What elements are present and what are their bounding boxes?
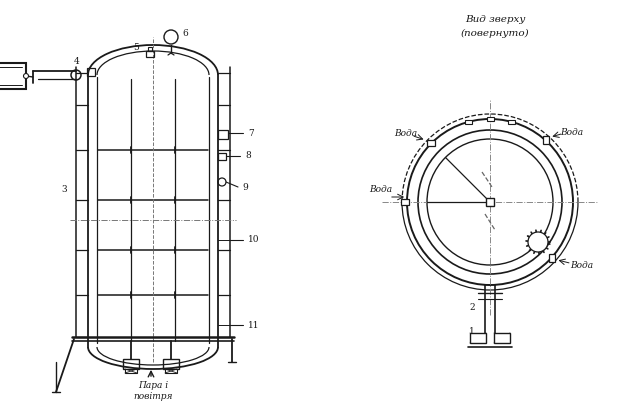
Bar xyxy=(427,140,436,146)
Text: 4: 4 xyxy=(74,58,80,66)
Bar xyxy=(218,130,228,139)
Text: 11: 11 xyxy=(248,320,260,330)
Text: 8: 8 xyxy=(245,151,251,161)
Bar xyxy=(542,136,548,144)
Bar xyxy=(0,63,26,89)
Circle shape xyxy=(528,232,548,252)
Text: 1: 1 xyxy=(469,327,475,335)
Bar xyxy=(163,359,179,369)
Text: Вода: Вода xyxy=(570,261,593,270)
Bar xyxy=(487,117,494,121)
Text: 2: 2 xyxy=(469,303,475,312)
Text: Вода: Вода xyxy=(394,129,417,138)
Text: 9: 9 xyxy=(242,183,248,193)
Bar xyxy=(494,333,510,343)
Bar xyxy=(87,68,95,76)
Bar xyxy=(465,120,472,124)
Bar xyxy=(123,359,139,369)
Text: Вода: Вода xyxy=(560,128,583,137)
Circle shape xyxy=(487,200,492,205)
Bar xyxy=(486,198,494,206)
Text: (повернуто): (повернуто) xyxy=(461,29,529,38)
Bar xyxy=(218,153,226,160)
Bar xyxy=(165,369,177,373)
Text: 5: 5 xyxy=(133,42,139,51)
Bar xyxy=(125,369,137,373)
Bar xyxy=(148,47,152,51)
Text: Пара і
повітря: Пара і повітря xyxy=(134,381,173,401)
Text: Вид зверху: Вид зверху xyxy=(465,15,525,24)
Bar xyxy=(508,120,515,124)
Bar xyxy=(470,333,486,343)
Text: 3: 3 xyxy=(61,186,67,195)
Bar xyxy=(548,254,555,261)
Text: 7: 7 xyxy=(248,129,254,137)
Text: 10: 10 xyxy=(248,235,260,244)
Bar xyxy=(146,51,154,57)
Circle shape xyxy=(24,73,29,78)
Text: 6: 6 xyxy=(182,29,188,39)
Bar xyxy=(401,199,409,205)
Text: Вода: Вода xyxy=(369,186,392,195)
